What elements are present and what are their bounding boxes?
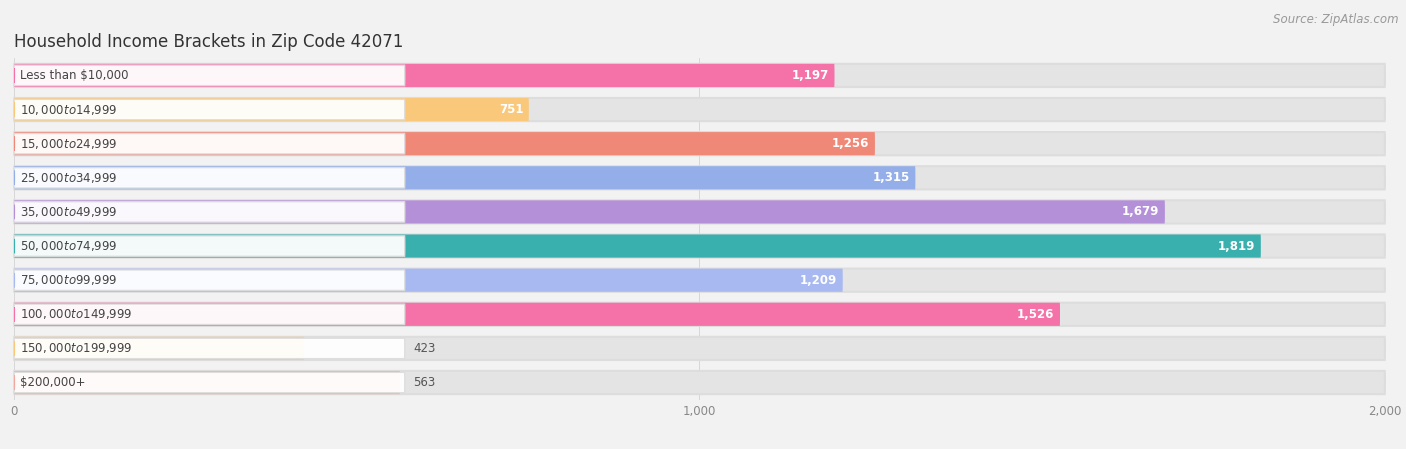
Text: Household Income Brackets in Zip Code 42071: Household Income Brackets in Zip Code 42… — [14, 33, 404, 51]
FancyBboxPatch shape — [14, 304, 405, 325]
Text: $200,000+: $200,000+ — [20, 376, 86, 389]
Text: 1,819: 1,819 — [1218, 240, 1256, 252]
FancyBboxPatch shape — [14, 202, 405, 222]
FancyBboxPatch shape — [14, 166, 915, 189]
Text: $150,000 to $199,999: $150,000 to $199,999 — [20, 341, 132, 356]
Text: 1,256: 1,256 — [832, 137, 869, 150]
FancyBboxPatch shape — [14, 269, 1385, 292]
Text: $15,000 to $24,999: $15,000 to $24,999 — [20, 136, 117, 151]
FancyBboxPatch shape — [14, 234, 1261, 258]
FancyBboxPatch shape — [14, 338, 405, 359]
Text: 423: 423 — [413, 342, 436, 355]
FancyBboxPatch shape — [14, 236, 405, 256]
Text: 751: 751 — [499, 103, 523, 116]
Text: Source: ZipAtlas.com: Source: ZipAtlas.com — [1274, 13, 1399, 26]
Text: Less than $10,000: Less than $10,000 — [20, 69, 128, 82]
FancyBboxPatch shape — [14, 99, 405, 120]
FancyBboxPatch shape — [14, 167, 405, 188]
FancyBboxPatch shape — [14, 133, 405, 154]
FancyBboxPatch shape — [14, 371, 399, 394]
FancyBboxPatch shape — [14, 98, 1385, 121]
FancyBboxPatch shape — [14, 132, 1385, 155]
FancyBboxPatch shape — [14, 303, 1385, 326]
FancyBboxPatch shape — [14, 65, 405, 86]
FancyBboxPatch shape — [14, 337, 304, 360]
Text: 1,197: 1,197 — [792, 69, 830, 82]
FancyBboxPatch shape — [14, 132, 875, 155]
FancyBboxPatch shape — [14, 270, 405, 291]
FancyBboxPatch shape — [14, 166, 1385, 189]
Text: 563: 563 — [413, 376, 436, 389]
Text: $100,000 to $149,999: $100,000 to $149,999 — [20, 307, 132, 321]
Text: 1,315: 1,315 — [873, 172, 910, 184]
FancyBboxPatch shape — [14, 234, 1385, 258]
Text: 1,209: 1,209 — [800, 274, 837, 286]
FancyBboxPatch shape — [14, 372, 405, 393]
FancyBboxPatch shape — [14, 371, 1385, 394]
Text: $25,000 to $34,999: $25,000 to $34,999 — [20, 171, 117, 185]
FancyBboxPatch shape — [14, 64, 835, 87]
Text: $10,000 to $14,999: $10,000 to $14,999 — [20, 102, 117, 117]
Text: 1,679: 1,679 — [1122, 206, 1160, 218]
Text: 1,526: 1,526 — [1017, 308, 1054, 321]
FancyBboxPatch shape — [14, 98, 529, 121]
FancyBboxPatch shape — [14, 200, 1166, 224]
Text: $75,000 to $99,999: $75,000 to $99,999 — [20, 273, 117, 287]
FancyBboxPatch shape — [14, 200, 1385, 224]
FancyBboxPatch shape — [14, 64, 1385, 87]
Text: $35,000 to $49,999: $35,000 to $49,999 — [20, 205, 117, 219]
FancyBboxPatch shape — [14, 269, 842, 292]
Text: $50,000 to $74,999: $50,000 to $74,999 — [20, 239, 117, 253]
FancyBboxPatch shape — [14, 303, 1060, 326]
FancyBboxPatch shape — [14, 337, 1385, 360]
